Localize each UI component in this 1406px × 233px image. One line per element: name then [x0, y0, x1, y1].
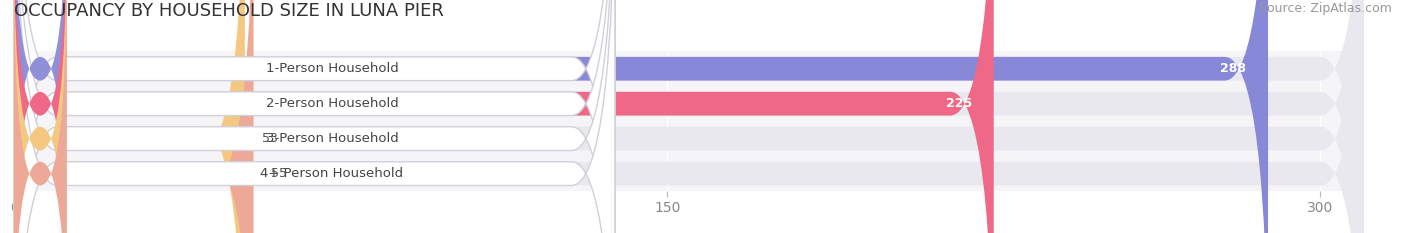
FancyBboxPatch shape — [14, 0, 66, 233]
Text: 55: 55 — [271, 167, 287, 180]
FancyBboxPatch shape — [14, 0, 1364, 233]
FancyBboxPatch shape — [14, 0, 66, 233]
FancyBboxPatch shape — [14, 0, 245, 233]
FancyBboxPatch shape — [14, 0, 66, 233]
Text: 3-Person Household: 3-Person Household — [266, 132, 398, 145]
Text: 53: 53 — [263, 132, 278, 145]
FancyBboxPatch shape — [14, 0, 253, 233]
Text: 1-Person Household: 1-Person Household — [266, 62, 398, 75]
FancyBboxPatch shape — [14, 0, 66, 233]
Text: 288: 288 — [1220, 62, 1246, 75]
FancyBboxPatch shape — [14, 0, 614, 233]
FancyBboxPatch shape — [14, 0, 1364, 233]
Text: 4+ Person Household: 4+ Person Household — [260, 167, 404, 180]
Text: 225: 225 — [946, 97, 972, 110]
FancyBboxPatch shape — [14, 0, 614, 233]
FancyBboxPatch shape — [14, 0, 994, 233]
FancyBboxPatch shape — [14, 0, 1268, 233]
FancyBboxPatch shape — [14, 0, 1364, 233]
FancyBboxPatch shape — [14, 0, 614, 233]
Text: 2-Person Household: 2-Person Household — [266, 97, 398, 110]
FancyBboxPatch shape — [14, 0, 614, 233]
Text: Source: ZipAtlas.com: Source: ZipAtlas.com — [1258, 2, 1392, 15]
Text: OCCUPANCY BY HOUSEHOLD SIZE IN LUNA PIER: OCCUPANCY BY HOUSEHOLD SIZE IN LUNA PIER — [14, 2, 444, 20]
FancyBboxPatch shape — [14, 0, 1364, 233]
